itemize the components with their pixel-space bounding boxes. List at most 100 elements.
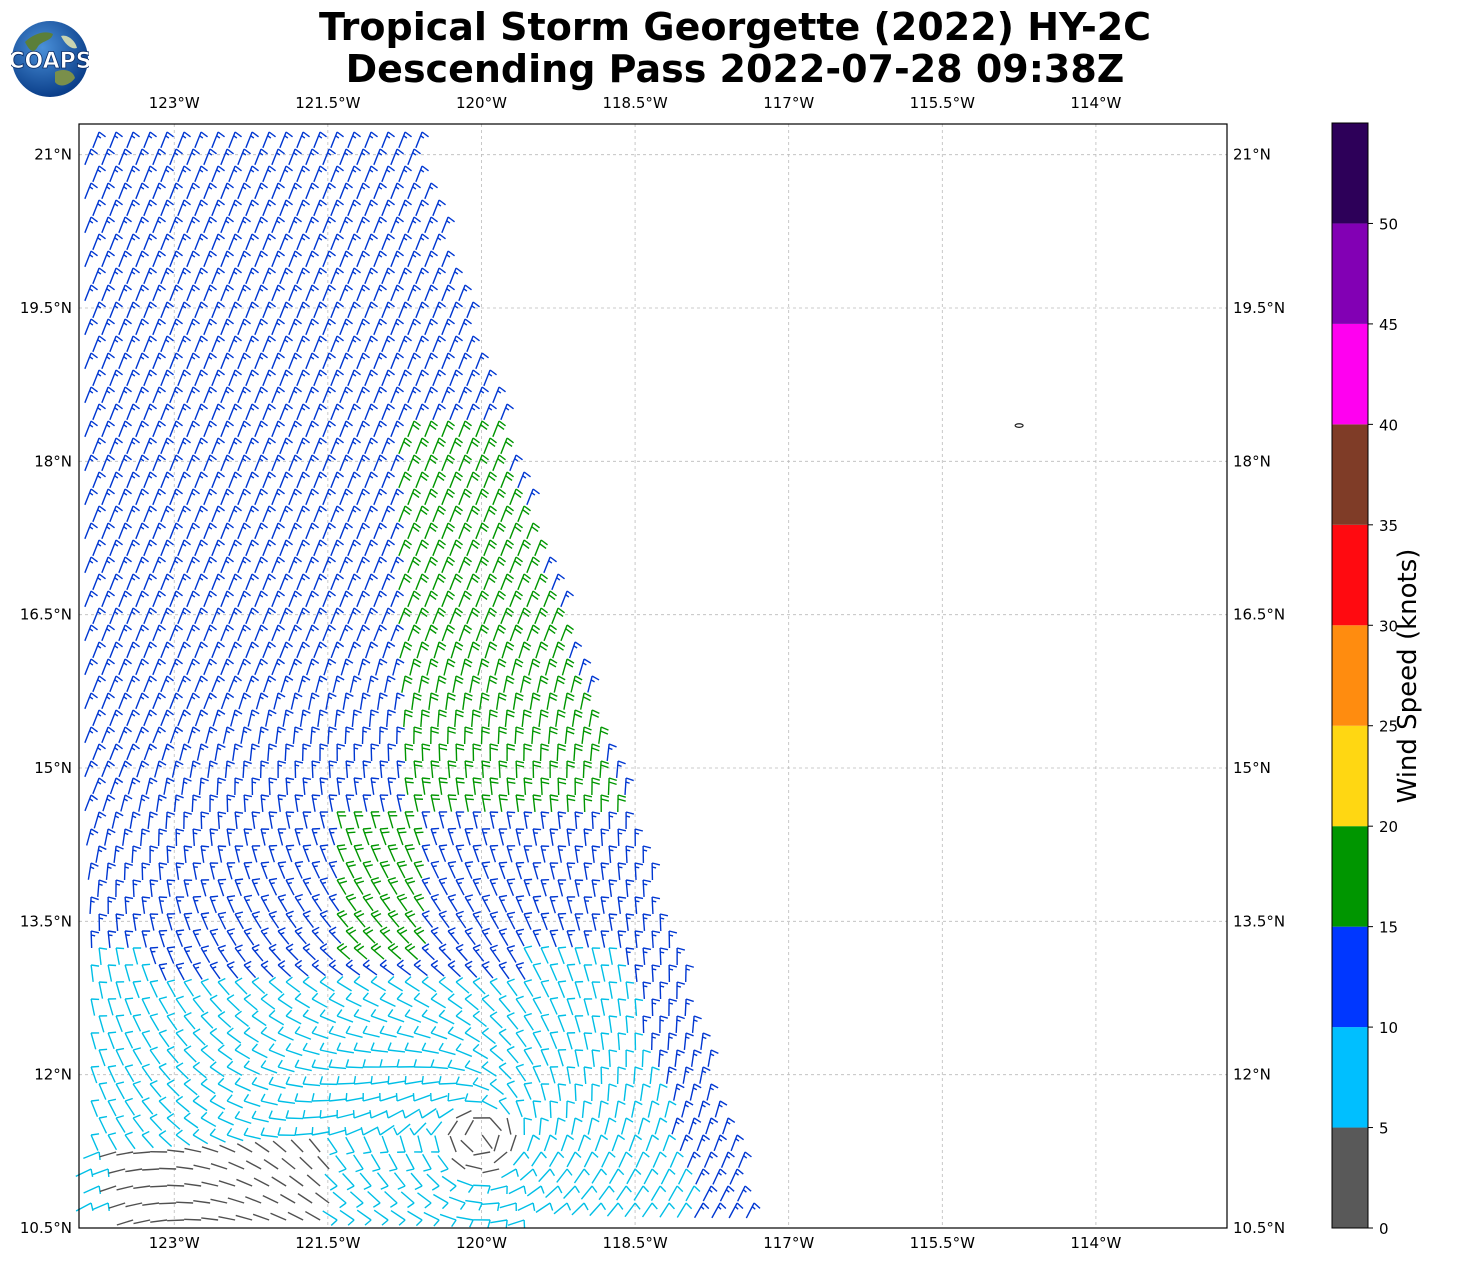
wind-barb [483, 573, 497, 591]
wind-barb [398, 199, 412, 217]
wind-barb [118, 692, 132, 710]
wind-barb [342, 692, 354, 710]
wind-barb [415, 301, 429, 319]
wind-barb [498, 928, 509, 946]
wind-barb [84, 148, 98, 166]
lat-tick-left-4: 15°N [34, 759, 72, 777]
wind-barb [345, 760, 355, 779]
wind-barb [566, 1066, 576, 1084]
wind-barb [84, 318, 98, 336]
wind-barb [532, 996, 543, 1015]
wind-barb [294, 1093, 313, 1103]
wind-barb [126, 675, 140, 693]
wind-barb [500, 471, 514, 489]
wind-barb [398, 165, 412, 183]
wind-barb [271, 590, 285, 608]
wind-barb [498, 861, 508, 880]
wind-barb [432, 471, 446, 489]
wind-barb [676, 1202, 693, 1218]
wind-barb [288, 590, 302, 608]
wind-barb [296, 471, 310, 489]
colorbar-bin-6 [1332, 524, 1368, 626]
wind-barb [294, 1127, 313, 1136]
wind-barb [228, 573, 242, 591]
wind-barb [118, 488, 132, 506]
wind-barb [665, 1066, 677, 1084]
wind-barb [166, 879, 176, 897]
colorbar-tick-4: 20 [1379, 818, 1398, 836]
wind-barb [353, 743, 363, 762]
wind-barb [306, 1174, 321, 1187]
wind-barb [359, 692, 371, 710]
wind-barb [310, 726, 320, 745]
wind-barb [455, 1076, 474, 1087]
wind-barb [608, 913, 618, 931]
wind-barb [416, 641, 430, 659]
wind-barb [90, 998, 100, 1016]
wind-barb [226, 1094, 243, 1109]
wind-barb [696, 1134, 711, 1152]
wind-barb [398, 369, 412, 387]
wind-barb [249, 743, 260, 761]
wind-barb [373, 556, 387, 574]
wind-barb [625, 811, 635, 830]
wind-barb [624, 1202, 641, 1218]
wind-barb [294, 828, 304, 846]
wind-barb [84, 420, 98, 438]
wind-barb [169, 726, 184, 744]
wind-barb [421, 844, 431, 862]
wind-barb [448, 1196, 466, 1210]
wind-barb [136, 760, 150, 778]
wind-barb [315, 1192, 330, 1204]
title-line-1: Tropical Storm Georgette (2022) HY-2C [318, 5, 1152, 49]
wind-barb [387, 1075, 405, 1085]
wind-barb [186, 386, 200, 404]
colorbar-bin-10 [1332, 123, 1368, 224]
lat-tick-left-3: 16.5°N [20, 606, 72, 624]
wind-barb [364, 437, 378, 455]
wind-barb [387, 942, 402, 960]
wind-barb [631, 1100, 643, 1118]
colorbar-bin-4 [1332, 725, 1368, 827]
wind-barb [115, 947, 125, 965]
wind-barb [152, 522, 166, 540]
title-line-2: Descending Pass 2022-07-28 09:38Z [345, 47, 1125, 91]
wind-barb [364, 369, 378, 387]
wind-barb [616, 1185, 632, 1201]
wind-barb [288, 148, 302, 166]
wind-barb [135, 658, 149, 676]
wind-barb [224, 760, 235, 778]
wind-barb [259, 760, 269, 779]
wind-barb [381, 335, 395, 353]
wind-barb [186, 590, 200, 608]
wind-barb [421, 1075, 440, 1085]
wind-barb [336, 811, 347, 829]
wind-barb [226, 794, 236, 813]
wind-barb [483, 403, 497, 421]
wind-barb [135, 692, 149, 710]
wind-barb [373, 454, 387, 472]
wind-barb [262, 471, 276, 489]
wind-barb [279, 505, 293, 523]
wind-barb [523, 912, 533, 930]
wind-barb [302, 877, 312, 896]
wind-barb [253, 1177, 270, 1187]
wind-barb [574, 946, 584, 965]
wind-barb [407, 182, 421, 200]
wind-barb [514, 726, 524, 745]
wind-barb [254, 454, 268, 472]
wind-barb [364, 131, 378, 149]
wind-barb [353, 877, 365, 895]
wind-barb [659, 1015, 669, 1034]
wind-barb [194, 199, 208, 217]
wind-barb [124, 930, 134, 948]
wind-barb [288, 318, 302, 336]
wind-barb [143, 301, 157, 319]
wind-barb [381, 573, 395, 591]
wind-barb [322, 148, 336, 166]
wind-barb [294, 893, 305, 912]
wind-barb [332, 1191, 347, 1209]
wind-barb [528, 658, 541, 676]
wind-barb [305, 624, 319, 642]
wind-barb [342, 1173, 355, 1191]
